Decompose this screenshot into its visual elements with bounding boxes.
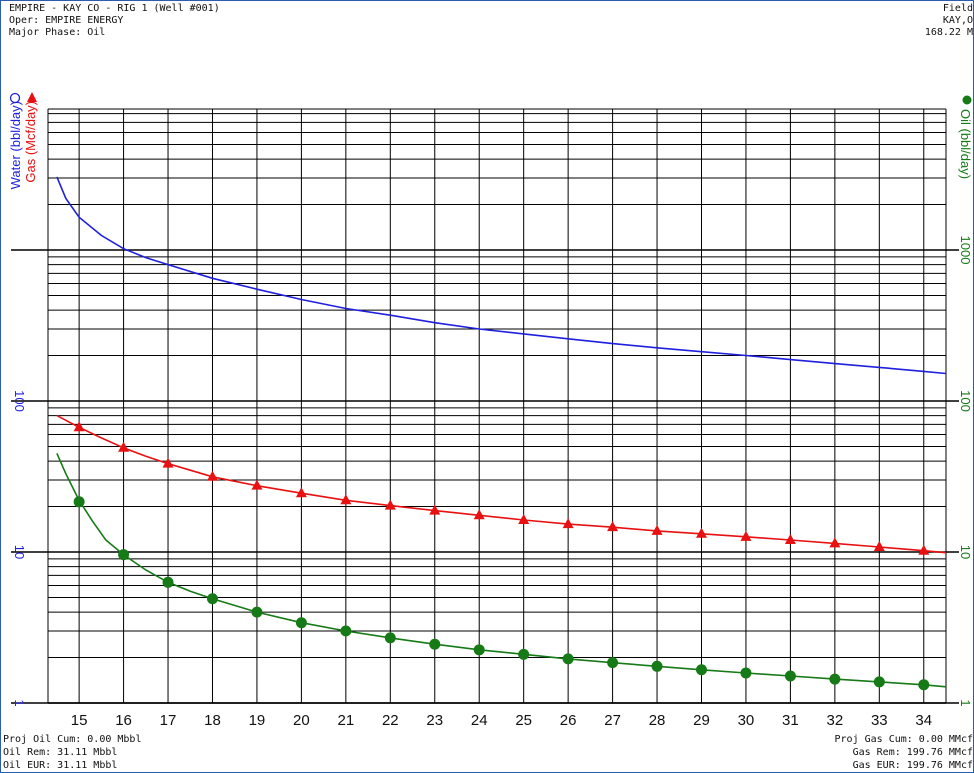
oil-point	[340, 625, 352, 637]
oil-point	[651, 660, 663, 672]
x-tick-label: 34	[915, 712, 932, 729]
gas-point	[118, 441, 130, 452]
oil-point	[73, 496, 85, 508]
gas-point	[784, 534, 796, 545]
oil-point	[518, 648, 530, 660]
x-tick-label: 22	[382, 712, 399, 729]
location-label: KAY,O	[942, 15, 973, 26]
proj-gas-cum: Proj Gas Cum: 0.00 MMcf	[834, 734, 973, 745]
oil-point	[784, 670, 796, 682]
oil-point	[562, 653, 574, 665]
gas-point	[429, 504, 441, 515]
water-axis-title: Water (bbl/day)	[8, 101, 23, 189]
gas-point	[340, 494, 352, 505]
oil-point	[829, 673, 841, 685]
gas-point	[562, 518, 574, 529]
series-layer	[56, 176, 947, 691]
x-tick-label: 29	[693, 712, 710, 729]
proj-oil-cum: Proj Oil Cum: 0.00 Mbbl	[3, 734, 142, 745]
operator-label: Oper: EMPIRE ENERGY	[9, 15, 124, 26]
x-tick-label: 15	[71, 712, 88, 729]
gas-point	[473, 509, 485, 520]
right-tick-label: 1000	[958, 236, 973, 265]
gas-point	[251, 479, 263, 490]
x-tick-label: 32	[827, 712, 844, 729]
gas-point	[607, 521, 619, 532]
x-tick-label: 23	[426, 712, 443, 729]
x-tick-label: 33	[871, 712, 888, 729]
right-tick-label: 1	[958, 699, 973, 706]
right-tick-label: 100	[958, 390, 973, 412]
x-tick-label: 17	[160, 712, 177, 729]
gas-point	[740, 530, 752, 541]
gas-point	[695, 527, 707, 538]
gas-point	[829, 537, 841, 548]
gas-point	[295, 487, 307, 498]
depth-label: 168.22 M	[924, 27, 973, 38]
axis-labels: 15 16 17 18 19 20 21 22 23 24 25 26 27 28 29 30 31 32 33 34…	[8, 92, 973, 729]
x-tick-label: 25	[515, 712, 532, 729]
oil-point	[873, 676, 885, 688]
gas-rem: Gas Rem: 199.76 MMcf	[852, 747, 973, 758]
axes	[47, 108, 947, 704]
x-tick-label: 20	[293, 712, 310, 729]
x-tick-label: 24	[471, 712, 488, 729]
gas-point	[73, 421, 85, 432]
oil-eur: Oil EUR: 31.11 Mbbl	[3, 760, 118, 771]
right-tick-label: 10	[958, 545, 973, 559]
grid	[11, 109, 959, 704]
oil-point	[695, 664, 707, 676]
oil-point	[384, 632, 396, 644]
oil-legend-marker	[962, 95, 972, 105]
x-tick-label: 28	[649, 712, 666, 729]
x-tick-label: 21	[338, 712, 355, 729]
oil-point	[118, 549, 130, 561]
oil-point	[473, 644, 485, 656]
gas-point	[873, 540, 885, 551]
water-curve	[56, 176, 947, 375]
gas-point	[162, 457, 174, 468]
gas-point	[206, 470, 218, 481]
gas-point	[384, 499, 396, 510]
x-tick-label: 26	[560, 712, 577, 729]
x-tick-label: 16	[115, 712, 132, 729]
x-tick-label: 31	[782, 712, 799, 729]
oil-point	[740, 667, 752, 679]
gas-axis-title: Gas (Mcf/day)	[23, 101, 38, 183]
oil-point	[918, 679, 930, 691]
gas-point	[651, 524, 663, 535]
left-tick-label: 100	[12, 390, 27, 412]
x-tick-label: 19	[249, 712, 266, 729]
x-tick-label: 30	[738, 712, 755, 729]
water-legend-marker	[9, 92, 21, 104]
oil-axis-title: Oil (bbl/day)	[958, 109, 973, 179]
gas-eur: Gas EUR: 199.76 MMcf	[852, 760, 973, 771]
gas-point	[518, 513, 530, 524]
x-tick-label: 27	[604, 712, 621, 729]
gas-point	[918, 544, 930, 555]
gas-legend-marker	[27, 92, 37, 102]
well-title: EMPIRE - KAY CO - RIG 1 (Well #001)	[9, 3, 220, 14]
oil-point	[607, 657, 619, 669]
major-phase-label: Major Phase: Oil	[9, 27, 106, 38]
oil-point	[295, 617, 307, 629]
oil-rem: Oil Rem: 31.11 Mbbl	[3, 747, 118, 758]
plot-area	[48, 109, 946, 703]
field-label: Field	[942, 3, 973, 14]
oil-point	[251, 606, 263, 618]
oil-point	[206, 593, 218, 605]
left-tick-label: 10	[12, 545, 27, 559]
x-tick-label: 18	[204, 712, 221, 729]
left-tick-label: 1	[12, 699, 27, 706]
oil-point	[429, 638, 441, 650]
oil-point	[162, 576, 174, 588]
